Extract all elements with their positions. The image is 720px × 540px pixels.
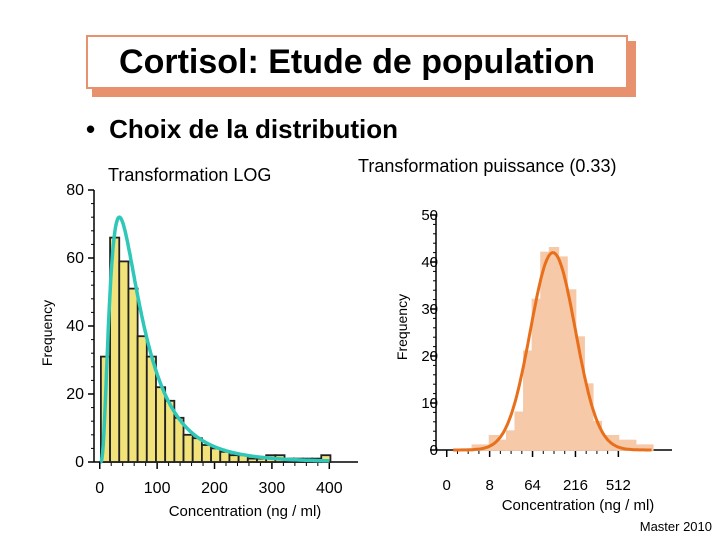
left-bar [219, 450, 231, 463]
left-x-axis-label: Concentration (ng / ml) [169, 503, 322, 520]
footer-text: Master 2010 [639, 519, 712, 534]
left-axes: 0 20 40 60 80 0 100 200 300 400 [66, 182, 358, 497]
right-y-tick-label: 50 [421, 207, 438, 224]
left-bar [118, 260, 130, 463]
left-histogram [99, 236, 332, 463]
right-bar [523, 350, 534, 451]
left-bar [200, 444, 212, 463]
left-y-axis-label: Frequency [39, 300, 55, 366]
right-x-tick-label: 64 [524, 477, 541, 494]
bullet-icon: • [86, 114, 96, 144]
left-x-tick-label: 300 [259, 480, 286, 497]
right-y-tick-label: 40 [421, 254, 438, 271]
right-bar [505, 430, 517, 451]
right-bar [583, 383, 594, 451]
left-bar [145, 355, 157, 463]
right-x-axis-label: Concentration (ng / ml) [502, 497, 655, 514]
right-y-tick-label: 10 [421, 395, 438, 412]
right-bar [540, 251, 551, 451]
right-y-axis-label: Frequency [394, 294, 410, 360]
right-y-tick-label: 20 [421, 348, 438, 365]
left-y-tick-label: 40 [66, 318, 84, 335]
right-bar [548, 246, 560, 451]
slide-title: Cortisol: Etude de population [119, 42, 595, 81]
left-bar [136, 335, 148, 463]
left-bar [155, 386, 167, 463]
left-x-tick-label: 100 [144, 480, 171, 497]
right-x-tick-label: 512 [606, 477, 631, 494]
right-bar [514, 411, 525, 451]
left-x-tick-label: 400 [316, 480, 343, 497]
left-fit-curve [99, 215, 330, 464]
left-bar [127, 287, 139, 463]
right-x-tick-label: 216 [563, 477, 588, 494]
right-fit-curve [453, 251, 652, 452]
left-y-tick-label: 60 [66, 250, 84, 267]
right-histogram [454, 246, 654, 452]
left-x-tick-label: 200 [201, 480, 228, 497]
left-chart-title: Transformation LOG [108, 165, 271, 185]
left-y-tick-label: 80 [66, 182, 84, 199]
left-x-tick-label: 0 [95, 480, 104, 497]
right-bar [531, 298, 543, 451]
right-chart-title: Transformation puissance (0.33) [358, 156, 616, 176]
left-bar [228, 454, 240, 463]
right-x-tick-label: 0 [443, 477, 451, 494]
left-y-tick-label: 20 [66, 386, 84, 403]
left-bar [246, 457, 258, 463]
bullet-text: Choix de la distribution [109, 114, 399, 144]
right-bar [497, 439, 508, 451]
left-bar [210, 447, 222, 463]
left-bar [182, 433, 194, 463]
right-y-tick-label: 30 [421, 301, 438, 318]
title-box: Cortisol: Etude de population [86, 35, 628, 89]
left-bar [191, 437, 203, 463]
left-y-tick-label: 0 [75, 454, 84, 471]
bullet-line: • Choix de la distribution [86, 114, 398, 145]
right-y-tick-label: 0 [430, 442, 438, 459]
right-x-tick-label: 8 [485, 477, 493, 494]
